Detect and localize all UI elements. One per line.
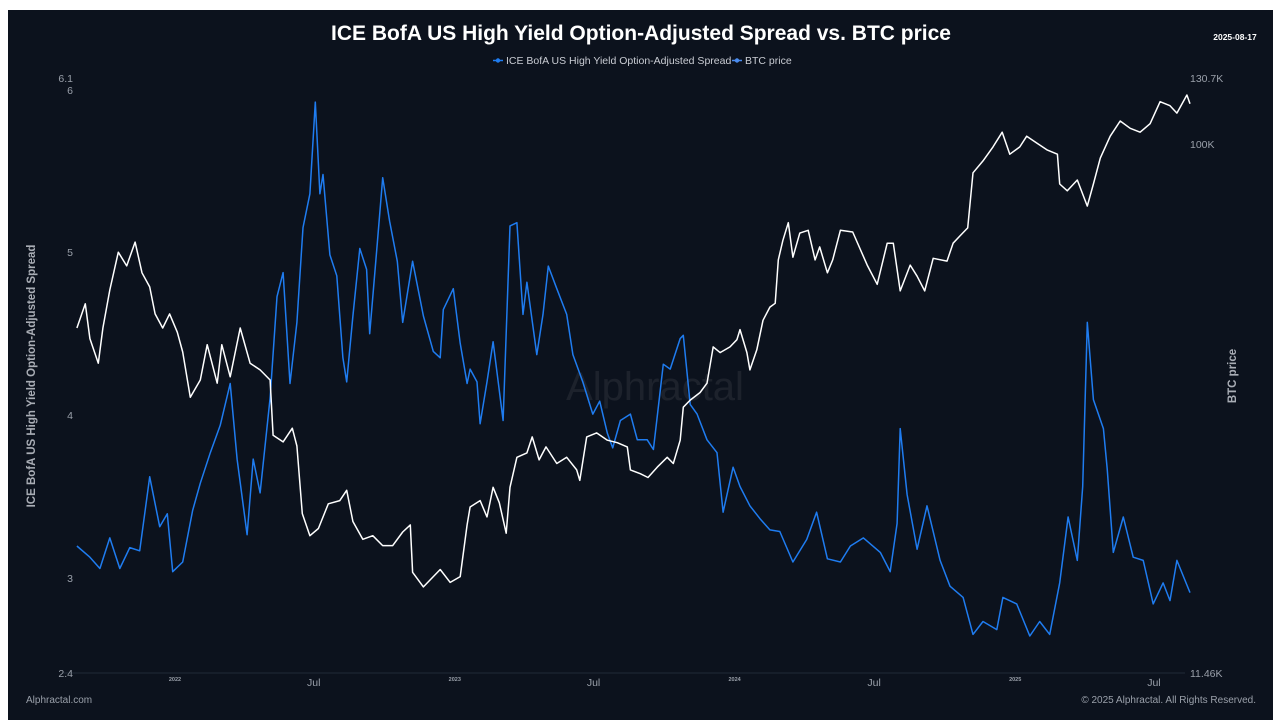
- left-axis-title: ICE BofA US High Yield Option-Adjusted S…: [26, 245, 38, 508]
- x-tick-label: Jul: [1147, 677, 1160, 689]
- x-tick-label: 2023: [449, 677, 461, 683]
- chart-title: ICE BofA US High Yield Option-Adjusted S…: [331, 22, 951, 45]
- site-credit: Alphractal.com: [26, 695, 92, 706]
- x-tick-label: 2022: [169, 677, 181, 683]
- legend: ICE BofA US High Yield Option-Adjusted S…: [493, 55, 792, 67]
- series-layer: [76, 94, 1191, 637]
- right-axis-ticks: 130.7K 100K 11.46K: [1190, 73, 1223, 680]
- right-tick-label: 100K: [1190, 139, 1215, 151]
- left-tick-label: 2.4: [58, 668, 73, 680]
- watermark-logo: Alphractal: [566, 365, 744, 409]
- right-axis-title: BTC price: [1227, 349, 1239, 403]
- x-tick-label: Jul: [587, 677, 600, 689]
- date-stamp: 2025-08-17: [1213, 32, 1257, 42]
- legend-dot-btc: [734, 58, 740, 63]
- left-tick-label: 3: [67, 573, 73, 585]
- left-tick-label: 5: [67, 247, 73, 259]
- left-axis-ticks: 6.1 6 5 4 3 2.4: [58, 73, 73, 680]
- x-axis-ticks: 2022 Jul 2023 Jul 2024 Jul 2025 Jul: [169, 677, 1161, 689]
- series-line-btc: [76, 94, 1191, 588]
- legend-item-spread[interactable]: ICE BofA US High Yield Option-Adjusted S…: [493, 55, 731, 67]
- legend-item-btc[interactable]: BTC price: [732, 55, 792, 67]
- legend-label-btc: BTC price: [745, 55, 792, 67]
- right-tick-label: 11.46K: [1190, 668, 1223, 680]
- x-tick-label: Jul: [307, 677, 320, 689]
- x-tick-label: 2025: [1009, 677, 1021, 683]
- x-tick-label: 2024: [728, 677, 741, 683]
- legend-label-spread: ICE BofA US High Yield Option-Adjusted S…: [506, 55, 731, 67]
- x-tick-label: Jul: [867, 677, 880, 689]
- series-line-spread: [76, 101, 1191, 637]
- left-tick-label: 6.1: [58, 73, 73, 85]
- copyright: © 2025 Alphractal. All Rights Reserved.: [1081, 695, 1256, 706]
- left-tick-label: 4: [67, 410, 73, 422]
- right-tick-label: 130.7K: [1190, 73, 1223, 85]
- legend-dot-spread: [495, 58, 501, 63]
- left-tick-label: 6: [67, 85, 73, 97]
